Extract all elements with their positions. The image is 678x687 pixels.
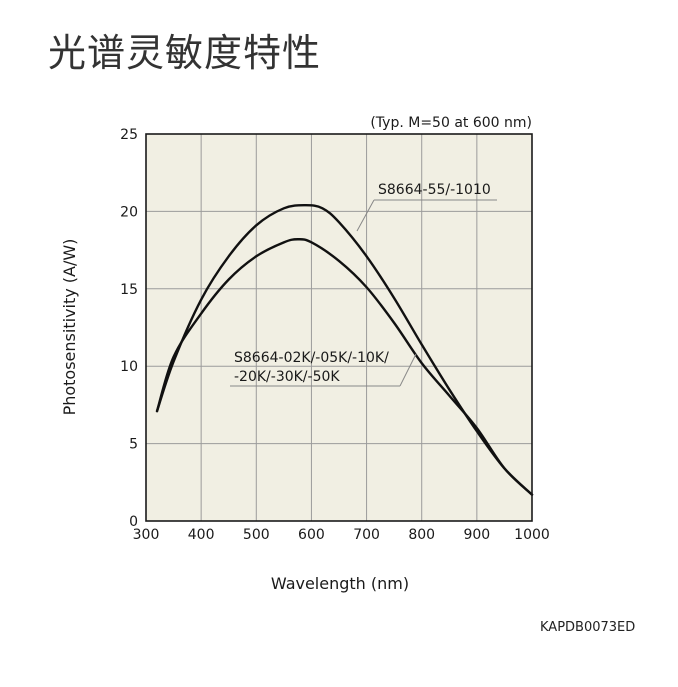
y-tick-label: 25 (120, 127, 138, 143)
series-2-label-line-1: S8664-02K/-05K/-10K/ (234, 350, 389, 366)
grid (146, 134, 532, 521)
y-tick-label: 10 (120, 359, 138, 375)
y-tick-label: 5 (129, 437, 138, 453)
y-tick-label: 0 (129, 514, 138, 530)
y-tick-label: 15 (120, 282, 138, 298)
y-axis-label: Photosensitivity (A/W) (60, 239, 79, 416)
document-code: KAPDB0073ED (540, 620, 636, 635)
x-tick-labels: 300 400 500 600 700 800 900 1000 (133, 527, 550, 543)
x-axis-label: Wavelength (nm) (271, 574, 409, 593)
plot-frame (145, 133, 533, 522)
plot-area (146, 134, 532, 521)
y-tick-label: 20 (120, 204, 138, 220)
series-1-label: S8664-55/-1010 (378, 182, 491, 198)
chart-note: (Typ. M=50 at 600 nm) (370, 115, 532, 131)
page-title: 光谱灵敏度特性 (48, 31, 322, 75)
curves (155, 204, 534, 496)
x-tick-label: 900 (463, 527, 490, 543)
x-tick-label: 600 (298, 527, 325, 543)
series-2-label-line-2: -20K/-30K/-50K (234, 369, 340, 385)
series-1-leader-line (356, 199, 375, 232)
x-tick-label: 400 (188, 527, 215, 543)
y-tick-labels: 0 5 10 15 20 25 (120, 127, 138, 530)
x-tick-label: 300 (133, 527, 160, 543)
x-tick-label: 700 (353, 527, 380, 543)
x-tick-label: 500 (243, 527, 270, 543)
x-tick-label: 1000 (514, 527, 550, 543)
series-2-leader-line (399, 353, 417, 387)
series-2-line (155, 238, 534, 496)
x-tick-label: 800 (408, 527, 435, 543)
